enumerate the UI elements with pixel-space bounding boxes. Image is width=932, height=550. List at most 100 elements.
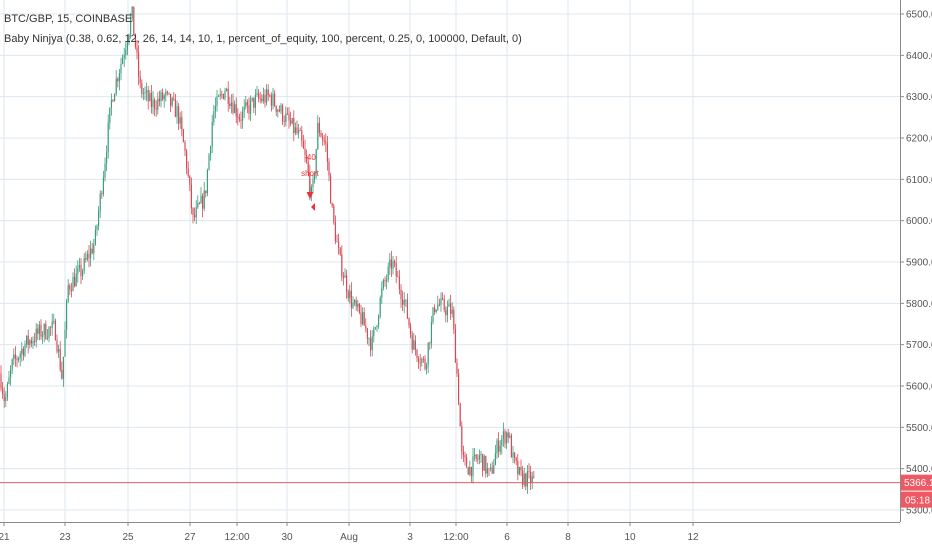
candle	[498, 432, 500, 458]
candle	[338, 233, 340, 255]
candle	[483, 454, 485, 471]
candle	[408, 317, 410, 329]
candle	[216, 89, 218, 112]
candle	[355, 296, 357, 311]
y-tick-label: 6400.00	[906, 51, 932, 62]
candle	[320, 130, 322, 138]
candle	[195, 200, 197, 224]
candle	[432, 307, 434, 325]
candle	[354, 298, 356, 306]
candle	[37, 324, 39, 341]
candle	[456, 358, 458, 377]
y-tick-label: 5400.00	[906, 464, 932, 475]
candle	[462, 445, 464, 462]
candle	[203, 181, 205, 212]
candle	[90, 240, 92, 267]
y-tick-label: 6000.00	[906, 216, 932, 227]
candle	[374, 327, 376, 330]
candle	[117, 76, 119, 88]
candle	[173, 92, 175, 102]
candle	[371, 330, 373, 357]
candle	[64, 321, 66, 357]
x-tick-label: 12:00	[224, 532, 249, 543]
candle	[235, 97, 237, 123]
candle	[226, 87, 228, 92]
candle	[275, 105, 277, 116]
x-tick-label: 30	[281, 532, 293, 543]
candle	[378, 314, 380, 329]
candle	[10, 365, 12, 386]
candle	[157, 92, 159, 115]
candle	[323, 134, 325, 146]
candle	[347, 289, 349, 302]
signal-entry-icon	[311, 203, 315, 211]
candle	[469, 460, 471, 477]
candle	[270, 92, 272, 112]
candle	[3, 387, 5, 408]
candle	[502, 422, 504, 447]
candle	[82, 268, 84, 280]
candle	[256, 86, 258, 97]
candle	[526, 464, 528, 494]
candle	[482, 453, 484, 477]
candle	[480, 451, 482, 464]
candle	[45, 320, 47, 340]
candle	[190, 177, 192, 215]
candle	[262, 87, 264, 104]
y-tick-label: 5600.00	[906, 382, 932, 393]
candle	[83, 253, 85, 275]
candle	[150, 85, 152, 114]
candle	[280, 103, 282, 115]
candle	[131, 5, 133, 22]
candle	[240, 111, 242, 129]
chart-grid	[0, 0, 900, 522]
candle	[120, 57, 122, 81]
candle	[515, 456, 517, 466]
candle	[78, 257, 80, 272]
candle	[317, 115, 319, 150]
candle	[8, 371, 10, 385]
candle	[419, 353, 421, 371]
candle	[75, 265, 77, 287]
candle	[429, 341, 431, 350]
candle	[386, 274, 388, 290]
candle	[523, 467, 525, 488]
candle	[130, 12, 132, 39]
candle	[198, 201, 200, 205]
candle	[210, 145, 212, 161]
candle	[493, 459, 495, 475]
candle	[154, 97, 156, 116]
candle	[443, 294, 445, 313]
candle	[318, 117, 320, 137]
candle	[528, 463, 530, 479]
candle	[112, 98, 114, 103]
candle	[147, 85, 149, 110]
price-axis[interactable]: 6500.00 6400.00 6300.00 6200.00 6100.00 6000.…	[900, 0, 932, 550]
candle	[149, 89, 151, 102]
price-badge-bg	[901, 474, 932, 491]
candle	[171, 96, 173, 108]
candle	[533, 470, 535, 479]
candle	[229, 96, 231, 110]
candle	[328, 158, 330, 182]
candle	[293, 110, 295, 142]
candle	[403, 292, 405, 314]
candle	[277, 108, 279, 118]
study-legend[interactable]: Baby Ninjya (0.38, 0.62, 12, 26, 14, 14,…	[4, 33, 522, 45]
candle	[427, 342, 429, 374]
candle	[96, 224, 98, 236]
candle	[133, 6, 135, 35]
time-axis[interactable]: 21 23 25 27 12:00 30 Aug 3 12:00 6 8 10 12	[0, 522, 900, 543]
candle	[264, 89, 266, 108]
candle	[170, 93, 172, 112]
candle	[122, 54, 124, 65]
candle	[296, 120, 298, 135]
candle	[206, 168, 208, 197]
candle	[384, 276, 386, 287]
candle	[349, 284, 351, 304]
candle	[22, 346, 24, 361]
symbol-title[interactable]: BTC/GBP, 15, COINBASE	[4, 13, 133, 25]
candle	[286, 107, 288, 115]
candle	[326, 135, 328, 171]
